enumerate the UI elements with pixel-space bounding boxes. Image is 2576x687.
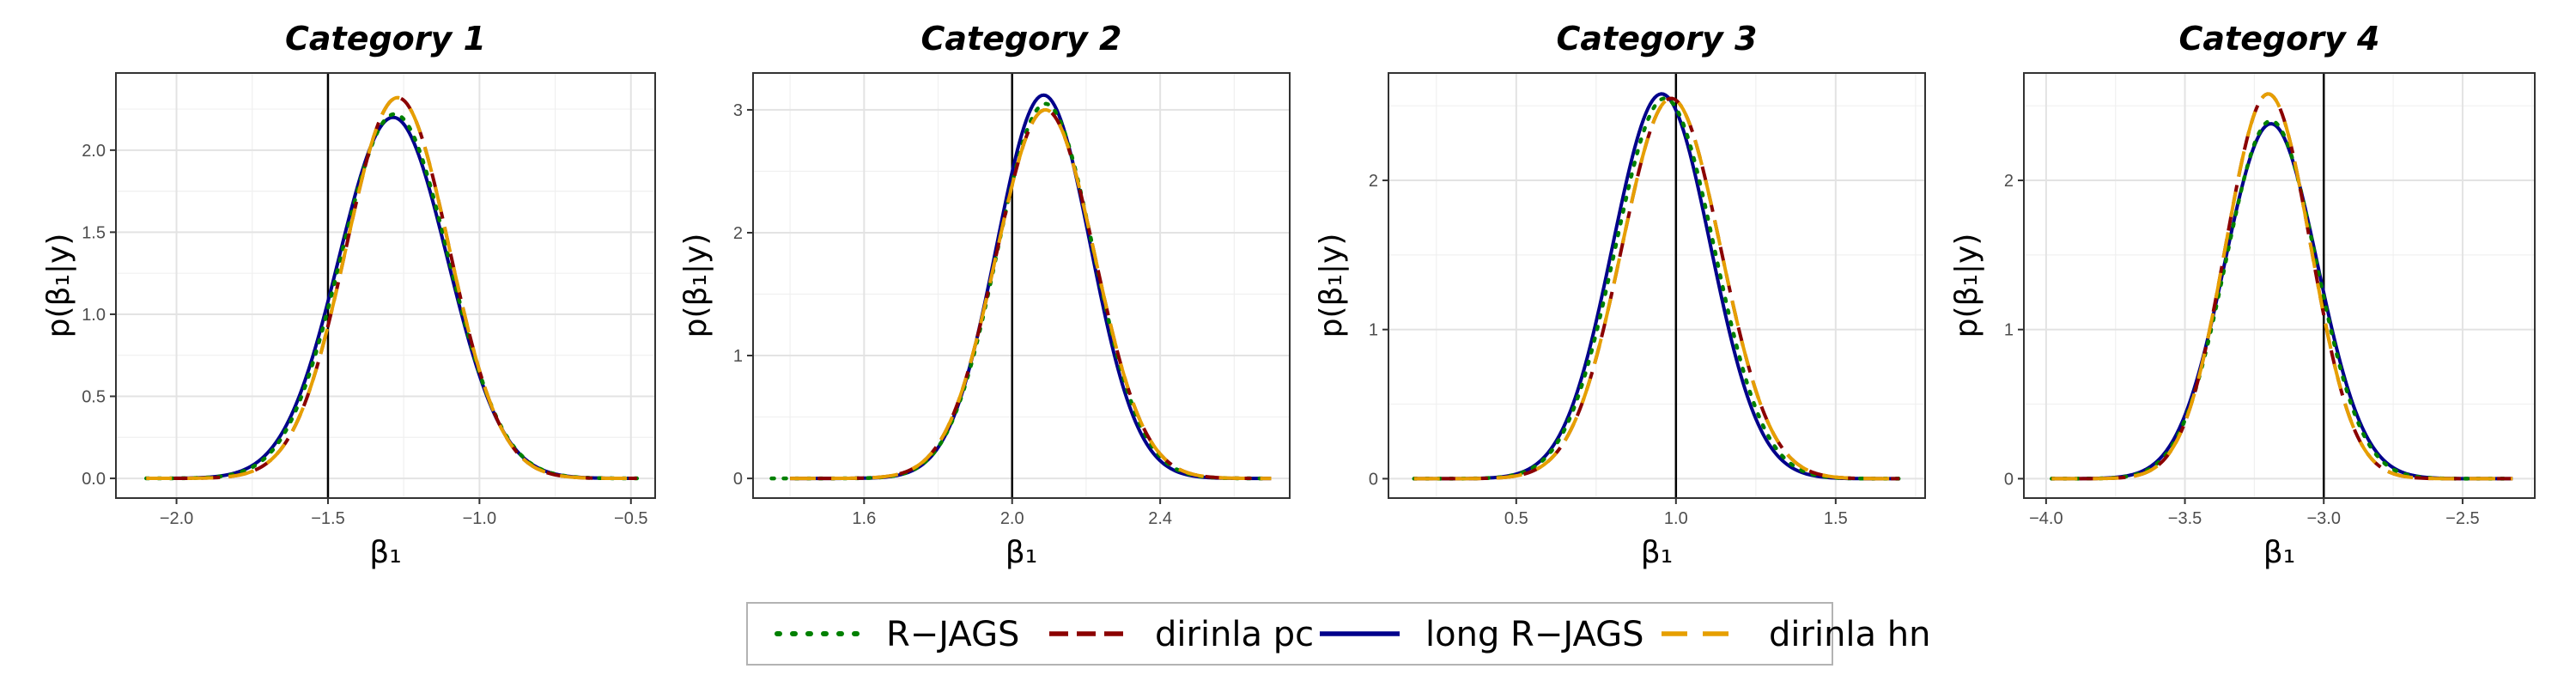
x-tick-label: 1.0 [1664,509,1688,528]
y-axis-title: p(β₁|y) [41,234,76,338]
legend-label: long R−JAGS [1425,615,1644,654]
y-tick-label: 2.0 [82,142,106,161]
grid [116,73,655,498]
y-tick-label: 0.5 [82,388,106,407]
series-group [2050,92,2515,481]
x-tick-label: −1.5 [311,509,344,528]
series-dirinla-hn [1413,96,1900,481]
x-tick-label: 2.0 [1000,509,1024,528]
x-tick-label: −1.0 [463,509,496,528]
x-axis-title: β₁ [369,535,401,570]
series-group [1412,92,1902,481]
x-tick-label: −3.5 [2168,509,2202,528]
series-r-jags [2050,119,2515,481]
plot-area [116,73,655,498]
panel-title: Category 4 [2179,20,2380,58]
plot-border [1388,72,1926,499]
panel-3: 0.5 1.0 1.5 0 1 2 Category 3 β₁ p(β₁|y) [1314,20,1926,570]
y-tick-label: 1.5 [82,223,106,242]
panel-title: Category 1 [285,20,486,58]
y-tick-label: 1.0 [82,306,106,325]
plot-border [752,72,1291,499]
y-axis-title: p(β₁|y) [1314,234,1349,338]
x-tick-label: −3.0 [2306,509,2340,528]
x-tick-label: −0.5 [614,509,647,528]
panels: −2.0 −1.5 −1.0 −0.5 0.0 0.5 1.0 1.5 2.0 Category … [41,20,2536,570]
x-tick-label: −2.0 [160,509,193,528]
y-tick-label: 1 [733,347,743,366]
series-group [144,95,640,481]
y-tick-label: 1 [1369,321,1378,340]
x-axis-title: β₁ [2263,535,2295,570]
x-tick-label: 1.6 [852,509,876,528]
y-tick-label: 0 [733,470,743,489]
plot-area [1388,73,1925,498]
legend-label: dirinla hn [1769,615,1930,654]
panel-4: −4.0 −3.5 −3.0 −2.5 0 1 2 Category 4 β₁ p(β₁|y) [1949,20,2536,570]
plot-border [2023,72,2536,499]
plot-border [115,72,656,499]
x-axis-title: β₁ [1005,535,1037,570]
panel-title: Category 3 [1557,20,1758,58]
y-tick-label: 0 [2004,470,2014,489]
y-axis-title: p(β₁|y) [1949,234,1984,338]
panel-title: Category 2 [921,20,1122,58]
y-tick-label: 0 [1369,470,1378,489]
series-dirinla-hn [790,107,1272,481]
x-tick-label: −4.0 [2029,509,2063,528]
series-dirinla-pc [2051,92,2513,481]
x-tick-label: 2.4 [1148,509,1172,528]
series-group [769,93,1273,481]
legend-label: R−JAGS [886,615,1019,654]
y-tick-label: 1 [2004,321,2014,340]
plot-area [2024,73,2535,498]
panel-1: −2.0 −1.5 −1.0 −0.5 0.0 0.5 1.0 1.5 2.0 Category … [41,20,656,570]
y-tick-label: 2 [733,224,743,243]
x-tick-label: 0.5 [1504,509,1528,528]
y-tick-label: 2 [1369,172,1378,191]
legend-label: dirinla pc [1155,615,1314,654]
x-tick-label: 1.5 [1824,509,1848,528]
y-axis-title: p(β₁|y) [678,234,714,338]
panel-2: 1.6 2.0 2.4 0 1 2 3 Category 2 β₁ p(β₁|y) [678,20,1291,570]
series-long-r-jags [1413,92,1900,481]
y-tick-label: 2 [2004,172,2014,191]
legend-box [746,602,1833,666]
series-dirinla-hn [2051,92,2513,481]
x-tick-label: −2.5 [2445,509,2479,528]
y-tick-label: 3 [733,101,743,120]
y-tick-label: 0.0 [82,470,106,489]
series-dirinla-hn [146,95,637,481]
x-axis-title: β₁ [1641,535,1673,570]
legend: R−JAGS dirinla pc long R−JAGS dirinla hn [746,602,1930,666]
